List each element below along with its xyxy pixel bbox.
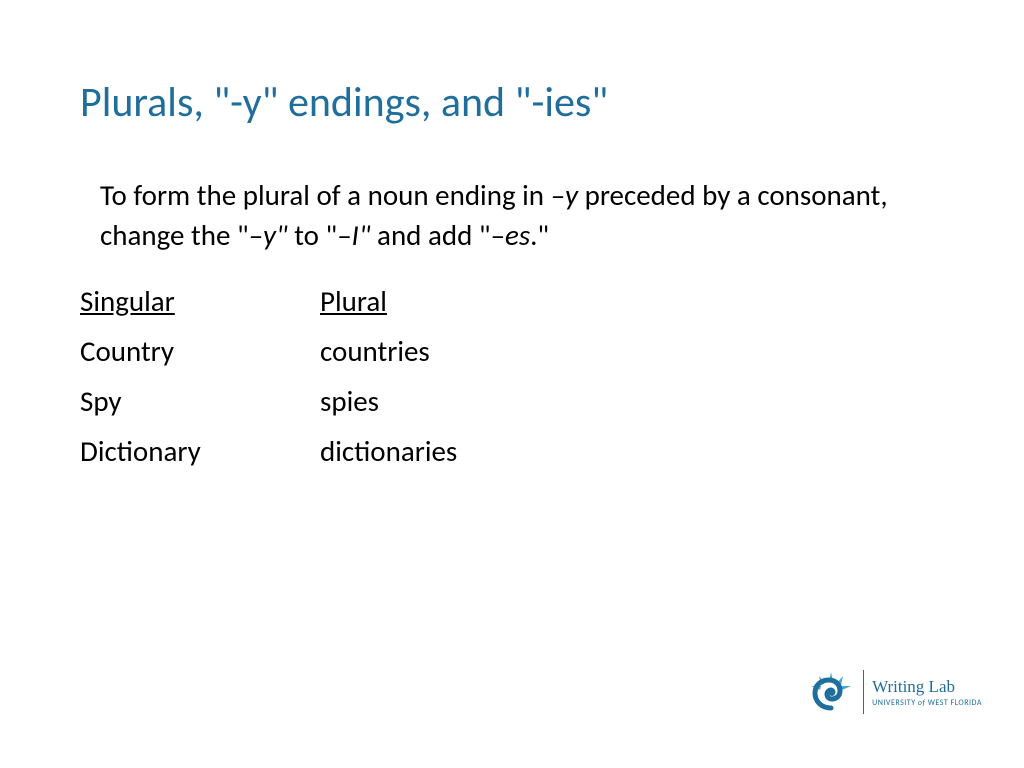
body-text-1: To form the plural of a noun ending in: [100, 177, 551, 213]
body-italic-4: –es: [491, 217, 531, 253]
table-row: Dictionary dictionaries: [80, 433, 944, 469]
cell-singular: Country: [80, 333, 320, 369]
logo-divider: [863, 670, 864, 714]
logo-sub-suffix: WEST FLORIDA: [925, 698, 982, 708]
logo-main-text: Writing Lab: [872, 677, 982, 697]
logo-text-group: Writing Lab UNIVERSITY of WEST FLORIDA: [872, 677, 982, 708]
body-italic-2: –y": [249, 217, 288, 253]
body-paragraph: To form the plural of a noun ending in –…: [80, 176, 944, 254]
plural-table: Singular Plural Country countries Spy sp…: [80, 283, 944, 469]
logo-swirl-icon: [807, 668, 855, 716]
cell-plural: dictionaries: [320, 433, 944, 469]
header-singular: Singular: [80, 283, 320, 319]
cell-plural: spies: [320, 383, 944, 419]
cell-singular: Spy: [80, 383, 320, 419]
table-row: Country countries: [80, 333, 944, 369]
body-text-5: .": [530, 217, 549, 253]
logo-sub-text: UNIVERSITY of WEST FLORIDA: [872, 698, 982, 708]
body-text-4: and add ": [371, 217, 491, 253]
logo: Writing Lab UNIVERSITY of WEST FLORIDA: [807, 668, 982, 716]
logo-sub-prefix: UNIVERSITY: [872, 698, 918, 708]
slide-content: Plurals, "-y" endings, and "-ies" To for…: [0, 0, 1024, 768]
table-header-row: Singular Plural: [80, 283, 944, 319]
body-italic-3: –I": [337, 217, 370, 253]
body-text-3: to ": [288, 217, 337, 253]
table-row: Spy spies: [80, 383, 944, 419]
cell-singular: Dictionary: [80, 433, 320, 469]
cell-plural: countries: [320, 333, 944, 369]
body-italic-1: –y: [551, 177, 578, 213]
slide-title: Plurals, "-y" endings, and "-ies": [80, 78, 944, 128]
header-plural: Plural: [320, 283, 944, 319]
